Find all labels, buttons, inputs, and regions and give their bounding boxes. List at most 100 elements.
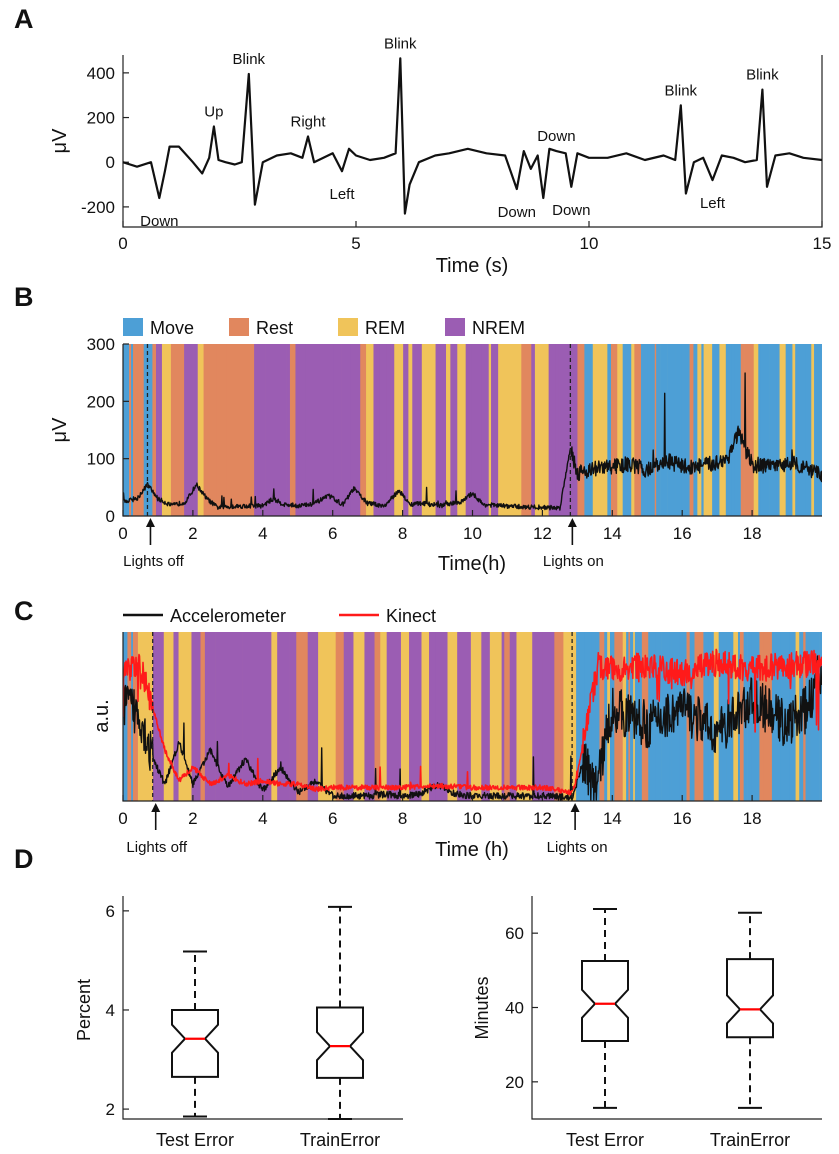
stage-segment [131, 344, 134, 516]
stage-segment [343, 632, 352, 801]
stage-segment [689, 344, 694, 516]
stage-segment [634, 344, 642, 516]
stage-segment [127, 632, 132, 801]
panel-b-xlabel: Time(h) [438, 553, 506, 575]
stage-segment [203, 344, 218, 516]
stage-segment [798, 344, 806, 516]
panel-b-xtick-label: 18 [743, 524, 762, 543]
panel-d1-ytick-label: 6 [106, 902, 115, 921]
stage-segment [289, 632, 297, 801]
panel-a-xtick-label: 15 [813, 234, 832, 253]
panel-c-lights-on-arrow [570, 803, 580, 830]
stage-segment [322, 344, 334, 516]
stage-segment [792, 344, 796, 516]
stage-segment [542, 632, 555, 801]
panel-c-lights-off-label: Lights off [126, 839, 187, 856]
legend-rest-swatch [229, 318, 249, 336]
stage-segment [152, 344, 157, 516]
stage-segment [554, 632, 564, 801]
stage-segment [412, 344, 423, 516]
stage-segment [501, 632, 505, 801]
stage-segment [592, 344, 600, 516]
stage-segment [191, 632, 201, 801]
stage-segment [147, 632, 154, 801]
panel-a-xtick-label: 0 [118, 234, 127, 253]
panel-b-ylabel: μV [49, 417, 71, 443]
stage-segment [713, 632, 719, 801]
stage-segment [811, 344, 815, 516]
panel-a-annotation: Blink [746, 67, 779, 84]
stage-segment [776, 344, 780, 516]
stage-segment [470, 632, 482, 801]
stage-segment [584, 344, 592, 516]
stage-segment [683, 344, 687, 516]
panel-d1-category-train: TrainError [300, 1130, 380, 1150]
panel-a-annotation: Left [330, 186, 356, 203]
stage-segment [675, 344, 682, 516]
panel-d2-ytick-label: 60 [505, 924, 524, 943]
stage-segment [295, 344, 307, 516]
stage-segment [178, 632, 192, 801]
stage-segment [805, 632, 811, 801]
stage-segment [376, 344, 381, 516]
stage-segment [394, 344, 404, 516]
panel-a-annotation: Down [140, 213, 178, 230]
stage-segment [158, 344, 163, 516]
stage-segment [753, 344, 759, 516]
stage-segment [810, 632, 820, 801]
stage-segment [681, 344, 684, 516]
panel-c-kinect-line [123, 648, 822, 796]
panel-a-ylabel: μV [49, 128, 71, 154]
stage-segment [740, 344, 745, 516]
stage-segment [403, 344, 409, 516]
stage-segment [170, 344, 185, 516]
stage-segment [447, 632, 458, 801]
stage-segment [759, 632, 764, 801]
stage-segment [489, 632, 502, 801]
stage-segment [508, 344, 511, 516]
panel-b-xtick-label: 4 [258, 524, 267, 543]
stage-segment [193, 344, 199, 516]
stage-segment [286, 344, 291, 516]
stage-segment [558, 344, 571, 516]
legend-nrem-swatch [445, 318, 465, 336]
stage-segment [161, 344, 167, 516]
stage-segment [435, 632, 448, 801]
stage-segment [617, 344, 623, 516]
stage-segment [595, 632, 600, 801]
panel-d1-axes [122, 896, 403, 1120]
stage-segment [531, 344, 536, 516]
stage-segment [602, 344, 608, 516]
stage-segment [819, 632, 822, 801]
stage-segment [481, 344, 490, 516]
panel-a-eog-line [122, 57, 823, 215]
stage-segment [758, 344, 762, 516]
stage-segment [760, 344, 770, 516]
stage-segment [746, 344, 755, 516]
panel-d1-ytick-label: 4 [106, 1001, 115, 1020]
panel-d2-axes [531, 896, 822, 1120]
legend-accelerometer-label: Accelerometer [170, 606, 286, 626]
stage-segment [718, 632, 722, 801]
panel-a-annotation: Blink [384, 35, 417, 52]
stage-segment [667, 344, 676, 516]
panel-a-annotation: Up [204, 103, 223, 120]
stage-segment [703, 344, 713, 516]
panel-b-lights-off-label: Lights off [123, 553, 184, 570]
stage-segment [481, 632, 491, 801]
stage-segment [599, 632, 605, 801]
stage-segment [516, 632, 520, 801]
box-body [726, 958, 774, 1039]
stage-segment [155, 344, 159, 516]
stage-segment [504, 632, 511, 801]
stage-segment [152, 632, 165, 801]
arrow-head [145, 518, 155, 527]
panel-d2-ytick-label: 20 [505, 1073, 524, 1092]
panel-a-annotation: Down [498, 204, 536, 221]
panel-a-ytick-label: -200 [81, 198, 115, 217]
stage-segment [143, 344, 147, 516]
stage-segment [611, 344, 618, 516]
panel-c-xtick-label: 0 [118, 809, 127, 828]
panel-b-chart: Move Rest REM NREM 0 100 200 300 0 2 4 6 8 10 12 1… [49, 318, 822, 575]
